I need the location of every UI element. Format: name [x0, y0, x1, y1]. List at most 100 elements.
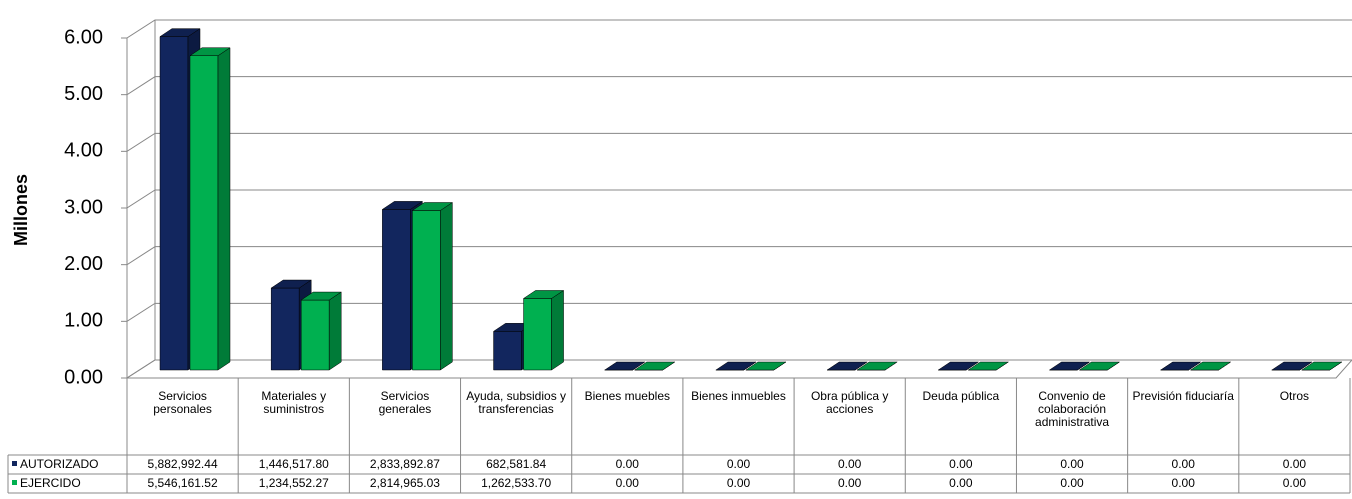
bar-top — [967, 361, 1010, 371]
y-tick-label: 4.00 — [64, 140, 103, 162]
x-tick-label: Bienes inmuebles — [691, 389, 786, 403]
data-label: 1,262,533.70 — [481, 476, 552, 490]
y-axis-title: Millones — [11, 174, 31, 246]
bar-side — [328, 291, 342, 371]
bar-top — [856, 361, 898, 371]
x-tick-label: Servicios personales — [153, 389, 212, 416]
data-label: 682,581.84 — [486, 457, 547, 471]
y-tick-label: 5.00 — [64, 83, 103, 105]
x-tick-label: Materiales y suministros — [261, 389, 327, 416]
bar-front — [493, 331, 522, 371]
x-tick-label: Previsión fiduciaría — [1132, 389, 1234, 403]
bar-top — [633, 361, 676, 371]
bar — [603, 361, 646, 371]
legend-entry: AUTORIZADO — [8, 455, 127, 474]
bar — [1048, 361, 1091, 371]
data-label: 0.00 — [837, 457, 862, 471]
bar — [856, 361, 898, 371]
bar — [1189, 361, 1232, 371]
bar-top — [603, 361, 646, 371]
grid-line — [126, 302, 1352, 322]
data-label: 0.00 — [1282, 457, 1307, 471]
bar-side — [551, 289, 564, 371]
bar-top — [189, 47, 231, 56]
grid-line — [126, 19, 1352, 39]
bar-side — [440, 202, 453, 371]
data-label: 1,446,517.80 — [258, 457, 329, 471]
bar-front — [189, 55, 219, 371]
bar-top — [1048, 361, 1091, 371]
grid-line — [126, 246, 1352, 266]
legend-label: EJERCIDO — [20, 476, 81, 490]
bar-side — [217, 47, 231, 371]
bar — [522, 289, 565, 371]
bar-front — [523, 298, 552, 371]
data-label: 2,814,965.03 — [369, 476, 440, 490]
bar-top — [715, 361, 757, 371]
bar — [411, 202, 454, 371]
bar-front — [382, 209, 411, 371]
bar-front — [412, 210, 441, 371]
data-label: 5,546,161.52 — [147, 476, 218, 490]
y-tick-label: 2.00 — [64, 253, 103, 275]
y-tick-label: 3.00 — [64, 196, 103, 218]
y-tick-label: 1.00 — [64, 310, 103, 332]
x-tick-label: Otros — [1279, 389, 1310, 403]
legend-entry: EJERCIDO — [8, 474, 127, 493]
bar-top — [1300, 361, 1343, 371]
data-label: 0.00 — [1282, 476, 1307, 490]
bar-front — [159, 36, 189, 371]
bar — [1159, 361, 1202, 371]
bar — [745, 361, 787, 371]
legend-key — [12, 461, 17, 466]
bar — [826, 361, 868, 371]
bar-top — [159, 28, 201, 37]
bar-top — [745, 361, 787, 371]
bar-top — [300, 291, 343, 301]
data-label: 0.00 — [615, 476, 639, 490]
data-label: 0.00 — [726, 476, 751, 490]
grid-line — [126, 359, 1352, 379]
data-label: 0.00 — [1171, 457, 1195, 471]
data-label: 0.00 — [615, 457, 639, 471]
data-label: 0.00 — [949, 457, 973, 471]
bar — [1078, 361, 1121, 371]
data-label: 0.00 — [726, 457, 751, 471]
y-tick-label: 0.00 — [64, 366, 103, 388]
bar-top — [1159, 361, 1202, 371]
bar — [1300, 361, 1343, 371]
bar-top — [826, 361, 868, 371]
data-label: 0.00 — [1171, 476, 1195, 490]
bar — [189, 47, 231, 371]
bar — [1270, 361, 1313, 371]
bar-top — [381, 201, 424, 210]
x-tick-label: Obra pública y acciones — [810, 389, 889, 416]
x-tick-label: Servicios generales — [378, 389, 432, 416]
bar-front — [300, 299, 330, 371]
data-label: 0.00 — [1060, 457, 1084, 471]
bar — [937, 361, 980, 371]
bar — [300, 291, 343, 371]
bar — [967, 361, 1010, 371]
grid-line — [126, 189, 1352, 209]
data-label: 1,234,552.27 — [258, 476, 329, 490]
data-label: 2,833,892.87 — [369, 457, 440, 471]
legend-key — [12, 480, 17, 485]
x-tick-label: Bienes muebles — [584, 389, 670, 403]
bar-top — [1189, 361, 1232, 371]
bar-top — [1270, 361, 1313, 371]
bar — [633, 361, 676, 371]
legend-label: AUTORIZADO — [20, 457, 99, 471]
y-tick-label: 6.00 — [64, 26, 103, 48]
data-label: 5,882,992.44 — [147, 457, 218, 471]
bar-top — [522, 290, 565, 299]
bar-front — [270, 287, 300, 371]
bar-top — [411, 202, 454, 211]
data-label: 0.00 — [837, 476, 862, 490]
grid-line — [126, 76, 1352, 96]
bar-top — [1078, 361, 1121, 371]
x-tick-label: Deuda pública — [922, 389, 1000, 403]
bar — [715, 361, 757, 371]
